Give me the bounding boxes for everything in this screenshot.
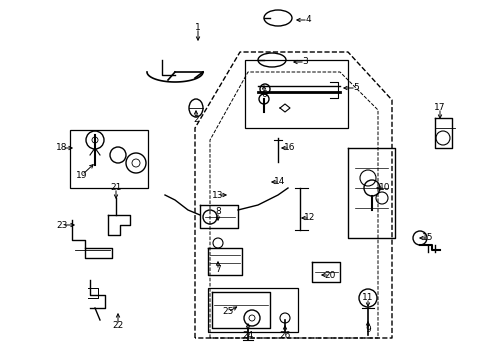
Text: 14: 14 — [274, 177, 285, 186]
Text: 2: 2 — [193, 116, 199, 125]
Text: 12: 12 — [304, 213, 315, 222]
Text: 6: 6 — [261, 90, 266, 99]
Text: 9: 9 — [365, 325, 370, 334]
Text: 23: 23 — [56, 220, 67, 230]
Bar — [207, 288, 297, 332]
Text: 25: 25 — [222, 307, 233, 316]
Text: 10: 10 — [379, 184, 390, 193]
Bar — [244, 60, 347, 128]
Text: 16: 16 — [284, 144, 295, 153]
Text: 5: 5 — [352, 84, 358, 93]
Text: 19: 19 — [76, 171, 87, 180]
Text: 22: 22 — [112, 320, 123, 329]
Text: 7: 7 — [215, 266, 221, 274]
Text: 4: 4 — [305, 15, 310, 24]
Text: 13: 13 — [212, 190, 224, 199]
Text: 26: 26 — [279, 330, 290, 339]
Text: 21: 21 — [110, 184, 122, 193]
Text: 18: 18 — [56, 144, 68, 153]
Text: 1: 1 — [195, 23, 201, 32]
Bar — [70, 130, 148, 188]
Text: 15: 15 — [421, 234, 433, 243]
Text: 24: 24 — [242, 330, 253, 339]
Text: 11: 11 — [362, 293, 373, 302]
Text: 20: 20 — [324, 270, 335, 279]
Text: 17: 17 — [433, 104, 445, 112]
Text: 8: 8 — [215, 207, 221, 216]
Text: 3: 3 — [302, 58, 307, 67]
